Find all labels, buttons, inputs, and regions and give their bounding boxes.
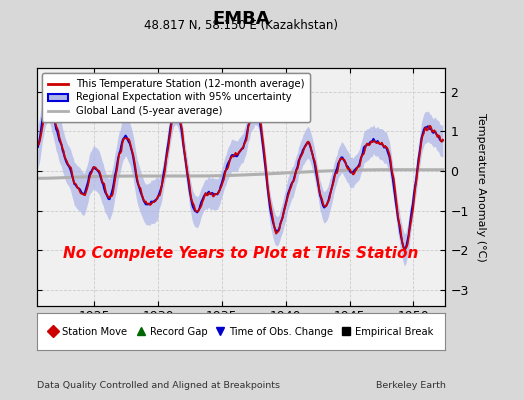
Y-axis label: Temperature Anomaly (°C): Temperature Anomaly (°C) — [476, 113, 486, 261]
Text: Berkeley Earth: Berkeley Earth — [376, 381, 445, 390]
Text: EMBA: EMBA — [212, 10, 270, 28]
Text: No Complete Years to Plot at This Station: No Complete Years to Plot at This Statio… — [63, 246, 419, 261]
Text: 48.817 N, 58.150 E (Kazakhstan): 48.817 N, 58.150 E (Kazakhstan) — [144, 19, 338, 32]
Text: Data Quality Controlled and Aligned at Breakpoints: Data Quality Controlled and Aligned at B… — [37, 381, 280, 390]
Legend: This Temperature Station (12-month average), Regional Expectation with 95% uncer: This Temperature Station (12-month avera… — [42, 73, 310, 122]
Legend: Station Move, Record Gap, Time of Obs. Change, Empirical Break: Station Move, Record Gap, Time of Obs. C… — [45, 322, 438, 340]
